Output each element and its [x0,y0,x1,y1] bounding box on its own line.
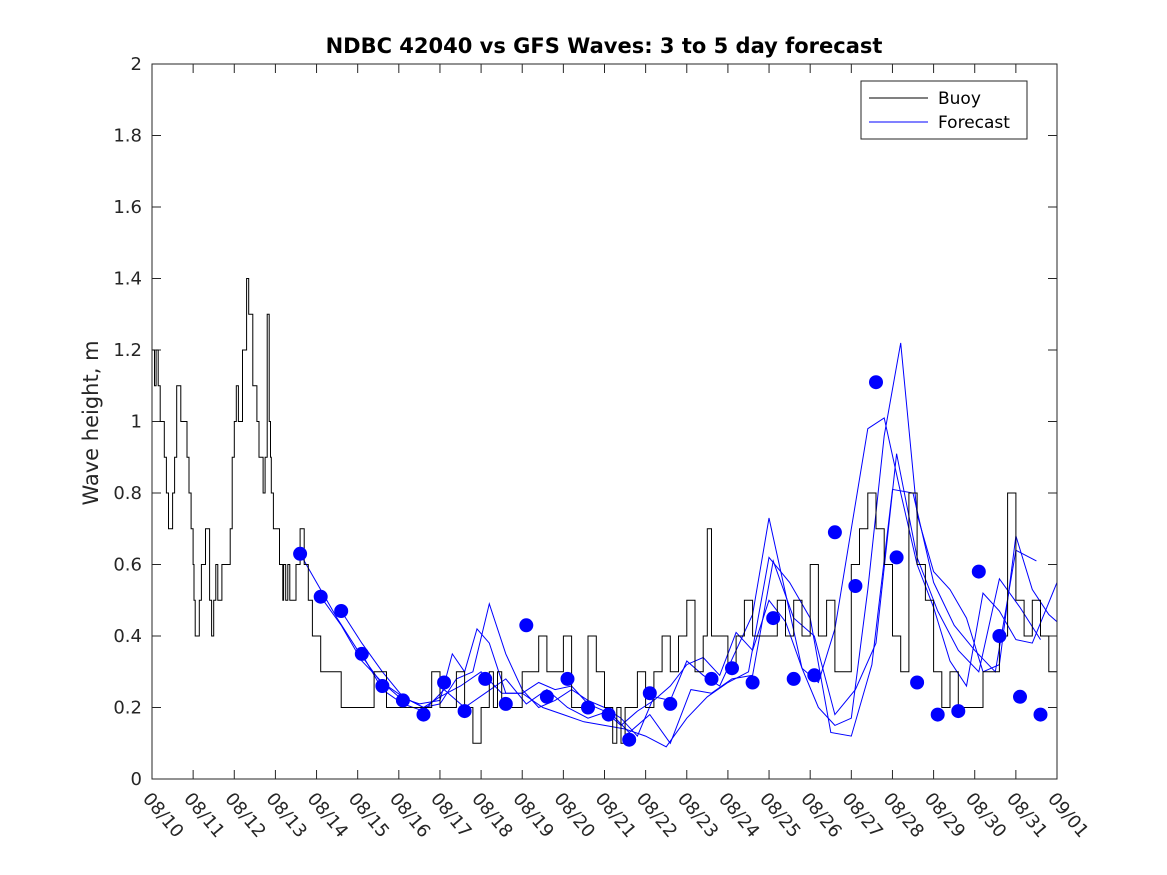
plot-area: 00.20.40.60.811.21.41.61.82 08/1008/1108… [113,54,1092,842]
plot-background [152,64,1057,779]
forecast-point [971,564,986,579]
y-tick-label: 1.4 [113,269,142,290]
forecast-point [293,546,308,561]
forecast-point [581,700,595,715]
forecast-point [1013,689,1027,704]
forecast-point [334,604,349,618]
forecast-point [498,696,513,711]
forecast-point [869,375,883,390]
forecast-point [827,525,842,540]
forecast-point [519,618,534,633]
forecast-line-3 [340,488,1037,748]
y-tick-label: 0.4 [113,626,142,647]
y-tick-label: 1.8 [113,126,142,147]
forecast-point [395,693,410,708]
forecast-line-4 [361,453,1041,745]
forecast-point [663,696,678,711]
y-tick-label: 0.2 [113,698,142,719]
forecast-point [807,668,822,683]
plot-frame [151,63,1058,780]
forecast-point [478,671,493,686]
marker-layer [293,375,1048,747]
forecast-point [786,671,801,686]
forecast-line-2 [320,342,1058,738]
forecast-point [910,675,925,690]
forecast-point [354,646,369,661]
y-tick-labels: 0 0.2 0.4 0.6 0.8 1 1.2 1.4 1.6 1.8 2 [113,54,142,790]
forecast-point [889,550,904,565]
legend-buoy-label: Buoy [938,89,981,109]
buoy-line [152,278,1058,744]
forecast-point [930,707,945,722]
forecast-point [704,671,719,686]
y-axis-label: Wave height, m [79,340,103,505]
forecast-point [437,675,452,690]
y-tick-label: 0.6 [113,555,142,576]
legend: Buoy Forecast [860,80,1028,140]
forecast-point [313,589,328,604]
forecast-point [457,704,472,719]
forecast-point [601,707,616,722]
forecast-point [1033,707,1048,722]
forecast-point [375,679,390,693]
forecast-point [725,661,739,676]
forecast-point [951,704,966,719]
y-tick-label: 1 [131,412,142,433]
forecast-point [848,579,863,593]
forecast-point [416,707,431,722]
chart-title: NDBC 42040 vs GFS Waves: 3 to 5 day fore… [326,34,883,58]
forecast-point [560,671,575,686]
y-tick-label: 2 [131,54,142,75]
forecast-point [745,675,760,690]
forecast-point [539,689,554,704]
forecast-point [642,686,657,701]
y-tick-label: 1.2 [113,340,142,361]
axis-ticks [151,63,1058,780]
y-tick-label: 0.8 [113,483,142,504]
legend-forecast-label: Forecast [938,113,1010,133]
forecast-point [622,732,637,747]
forecast-point [766,611,781,626]
forecast-point [992,629,1007,643]
y-tick-label: 0 [131,769,142,790]
legend-box [860,80,1028,140]
y-tick-label: 1.6 [113,197,142,218]
